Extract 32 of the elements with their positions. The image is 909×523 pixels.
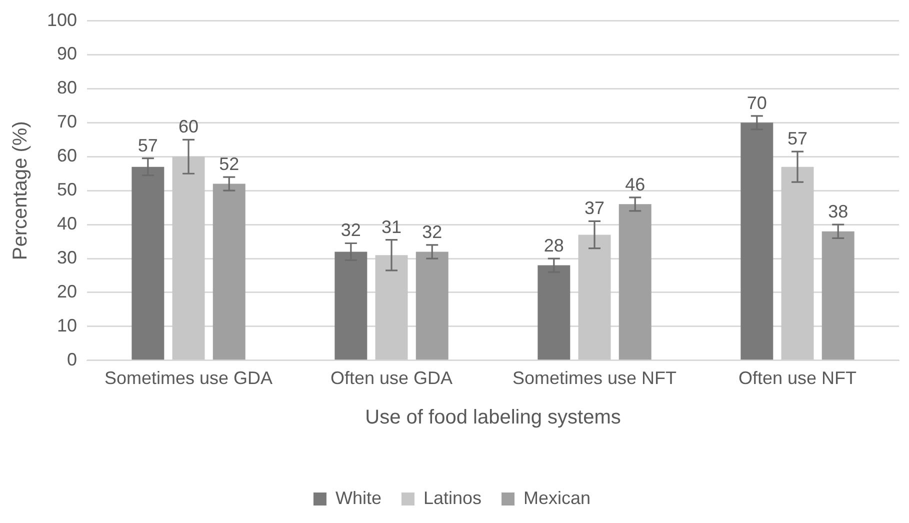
data-label: 60 xyxy=(178,116,199,137)
y-tick-label: 70 xyxy=(57,112,78,132)
y-tick-label: 100 xyxy=(46,10,78,30)
legend-label: White xyxy=(335,488,382,508)
y-tick-label: 20 xyxy=(57,281,78,302)
data-label: 57 xyxy=(138,135,158,156)
data-label: 52 xyxy=(219,154,240,174)
y-tick-label: 60 xyxy=(57,146,78,166)
y-tick-label: 10 xyxy=(57,315,78,336)
legend-label: Mexican xyxy=(524,488,591,508)
data-label: 57 xyxy=(787,128,808,149)
y-tick-label: 0 xyxy=(67,349,78,370)
x-tick-label: Sometimes use NFT xyxy=(512,368,677,388)
x-tick-label: Often use NFT xyxy=(738,368,857,388)
y-tick-label: 90 xyxy=(57,44,78,64)
y-tick-label: 30 xyxy=(57,247,78,268)
data-label: 28 xyxy=(544,235,564,256)
data-label: 32 xyxy=(422,222,442,242)
data-label: 46 xyxy=(625,174,646,194)
data-label: 37 xyxy=(584,198,605,218)
y-axis-title: Percentage (%) xyxy=(10,121,32,260)
data-label: 32 xyxy=(340,220,361,240)
y-tick-label: 80 xyxy=(57,78,78,98)
data-label: 70 xyxy=(746,92,767,113)
x-tick-label: Often use GDA xyxy=(330,368,453,388)
y-tick-label: 40 xyxy=(57,214,78,234)
data-label: 31 xyxy=(382,216,402,237)
x-tick-label: Sometimes use GDA xyxy=(104,368,273,388)
x-axis-title: Use of food labeling systems xyxy=(365,406,621,429)
data-label: 38 xyxy=(828,202,848,222)
legend-label: Latinos xyxy=(423,488,482,508)
y-tick-label: 50 xyxy=(57,180,78,200)
